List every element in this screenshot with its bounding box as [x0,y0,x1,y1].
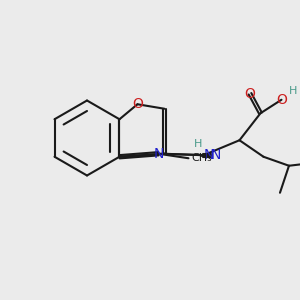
Text: O: O [276,93,287,107]
Text: O: O [132,97,143,111]
Text: N: N [153,147,164,161]
Text: CH₃: CH₃ [192,153,212,163]
Text: H: H [289,86,297,96]
Text: H: H [194,139,202,149]
Text: O: O [244,87,255,101]
Text: N: N [203,148,214,162]
Text: N: N [211,148,221,162]
